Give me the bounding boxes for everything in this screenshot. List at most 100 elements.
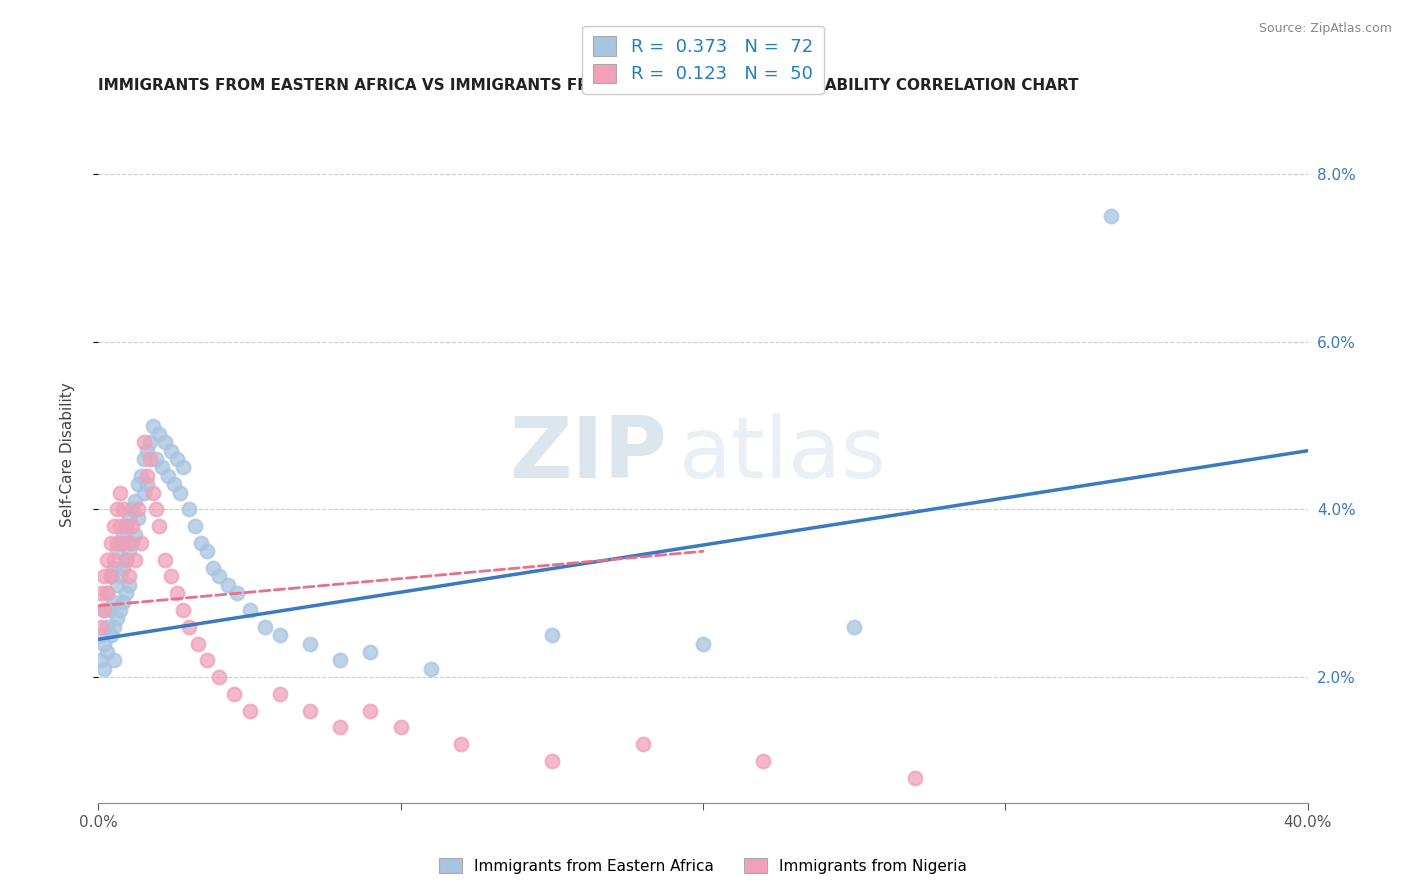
Point — [360, 704, 382, 718]
Point — [135, 468, 157, 483]
Point — [100, 569, 122, 583]
Y-axis label: Self-Care Disability: Self-Care Disability — [60, 383, 75, 527]
Point — [90, 586, 112, 600]
Point — [299, 636, 322, 650]
Point — [160, 569, 183, 583]
Point — [150, 460, 173, 475]
Point — [217, 578, 239, 592]
Point — [179, 620, 201, 634]
Point — [195, 544, 218, 558]
Point — [139, 435, 162, 450]
Point — [124, 552, 146, 566]
Point — [269, 628, 291, 642]
Point — [93, 569, 115, 583]
Point — [450, 737, 472, 751]
Point — [96, 645, 118, 659]
Point — [114, 519, 136, 533]
Point — [190, 536, 212, 550]
Point — [127, 502, 149, 516]
Point — [1099, 209, 1122, 223]
Point — [103, 552, 125, 566]
Point — [118, 510, 141, 524]
Legend: R =  0.373   N =  72, R =  0.123   N =  50: R = 0.373 N = 72, R = 0.123 N = 50 — [582, 26, 824, 95]
Point — [169, 485, 191, 500]
Point — [105, 544, 128, 558]
Point — [100, 569, 122, 583]
Point — [904, 771, 927, 785]
Point — [118, 536, 141, 550]
Point — [105, 611, 128, 625]
Point — [111, 527, 134, 541]
Legend: Immigrants from Eastern Africa, Immigrants from Nigeria: Immigrants from Eastern Africa, Immigran… — [433, 852, 973, 880]
Text: ZIP: ZIP — [509, 413, 666, 497]
Text: Source: ZipAtlas.com: Source: ZipAtlas.com — [1258, 22, 1392, 36]
Point — [132, 452, 155, 467]
Point — [299, 704, 322, 718]
Point — [148, 427, 170, 442]
Point — [111, 594, 134, 608]
Point — [114, 519, 136, 533]
Point — [93, 636, 115, 650]
Point — [118, 544, 141, 558]
Point — [96, 586, 118, 600]
Point — [389, 720, 412, 734]
Point — [93, 603, 115, 617]
Point — [360, 645, 382, 659]
Point — [108, 536, 131, 550]
Point — [93, 603, 115, 617]
Point — [172, 460, 194, 475]
Point — [96, 620, 118, 634]
Point — [105, 502, 128, 516]
Point — [108, 603, 131, 617]
Point — [103, 594, 125, 608]
Point — [121, 519, 143, 533]
Point — [145, 502, 167, 516]
Point — [153, 435, 176, 450]
Point — [142, 418, 165, 433]
Point — [184, 519, 207, 533]
Point — [202, 561, 225, 575]
Point — [239, 603, 262, 617]
Point — [239, 704, 262, 718]
Point — [103, 561, 125, 575]
Point — [160, 443, 183, 458]
Point — [114, 552, 136, 566]
Point — [135, 443, 157, 458]
Point — [114, 586, 136, 600]
Point — [129, 468, 152, 483]
Text: atlas: atlas — [679, 413, 887, 497]
Point — [208, 569, 231, 583]
Point — [93, 662, 115, 676]
Point — [420, 662, 443, 676]
Point — [153, 552, 176, 566]
Point — [127, 477, 149, 491]
Point — [100, 603, 122, 617]
Point — [187, 636, 209, 650]
Point — [844, 620, 866, 634]
Point — [90, 628, 112, 642]
Point — [118, 578, 141, 592]
Point — [139, 452, 162, 467]
Point — [166, 452, 188, 467]
Point — [329, 653, 352, 667]
Point — [132, 485, 155, 500]
Point — [540, 754, 562, 768]
Point — [105, 536, 128, 550]
Point — [752, 754, 775, 768]
Point — [124, 494, 146, 508]
Point — [179, 502, 201, 516]
Point — [142, 485, 165, 500]
Text: IMMIGRANTS FROM EASTERN AFRICA VS IMMIGRANTS FROM NIGERIA SELF-CARE DISABILITY C: IMMIGRANTS FROM EASTERN AFRICA VS IMMIGR… — [98, 78, 1078, 94]
Point — [132, 435, 155, 450]
Point — [100, 536, 122, 550]
Point — [329, 720, 352, 734]
Point — [108, 519, 131, 533]
Point — [127, 510, 149, 524]
Point — [118, 569, 141, 583]
Point — [121, 536, 143, 550]
Point — [145, 452, 167, 467]
Point — [103, 620, 125, 634]
Point — [111, 502, 134, 516]
Point — [540, 628, 562, 642]
Point — [108, 485, 131, 500]
